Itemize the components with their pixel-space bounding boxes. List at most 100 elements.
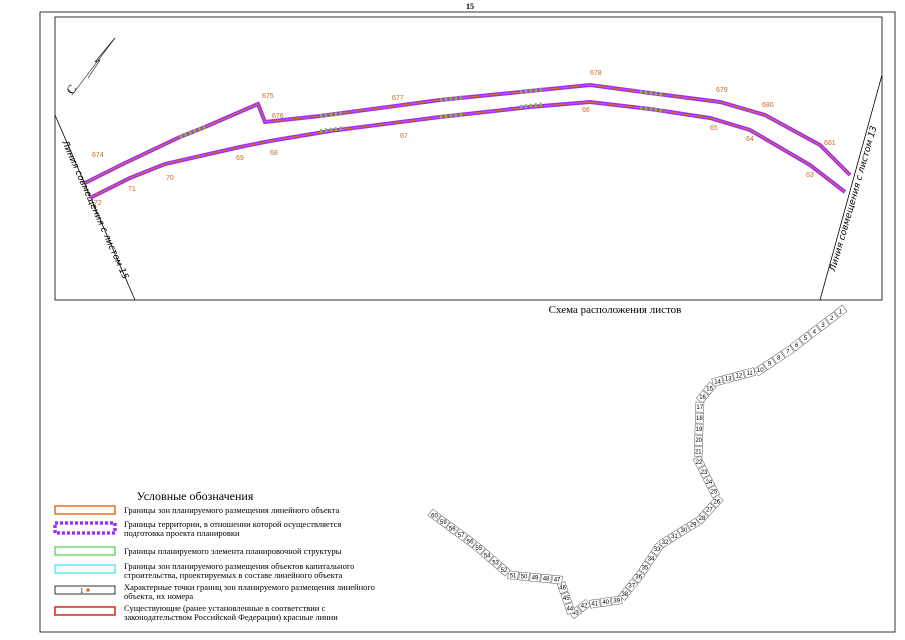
sheet-number: 15	[706, 386, 713, 392]
point-label: 72	[94, 200, 102, 207]
sheet-number: 13	[725, 376, 732, 382]
sheet-number: 9	[768, 362, 772, 368]
sheet-number: 42	[581, 604, 588, 610]
sheet	[454, 528, 468, 542]
sheet-number: 56	[467, 539, 474, 545]
sheet	[610, 595, 623, 606]
sheet-number: 40	[602, 600, 609, 606]
sheet	[702, 475, 716, 489]
sheet	[650, 542, 664, 556]
sheet	[686, 517, 700, 531]
sheet	[711, 375, 724, 387]
legend: Границы зон планируемого размещения лине…	[53, 505, 375, 622]
sheet-number: 4	[813, 329, 817, 335]
sheet-number: 29	[690, 522, 697, 528]
sheet-number: 36	[635, 575, 642, 581]
sheet-number: 31	[671, 534, 678, 540]
sheet	[497, 563, 511, 577]
joint-line	[54, 114, 136, 301]
point-label: 67	[400, 133, 408, 140]
sheet-number: 34	[648, 556, 655, 562]
sheet-number: 16	[699, 395, 706, 401]
joint-label: Линия совмещения с листом 15	[59, 138, 130, 281]
sheet	[816, 318, 830, 332]
sheet-number: 39	[613, 598, 620, 604]
sheet-number: 26	[713, 499, 720, 505]
sheet-number: 45	[563, 596, 570, 602]
sheet-number: 8	[777, 356, 781, 362]
sheet	[427, 508, 442, 522]
point-label: 677	[392, 95, 404, 102]
sheet	[710, 494, 724, 509]
sheet	[697, 465, 711, 479]
sheet	[693, 445, 703, 457]
legend-swatch	[54, 505, 116, 515]
sheet-number: 37	[628, 583, 635, 589]
sheet-number: 33	[654, 547, 661, 553]
sheet	[551, 574, 563, 585]
sheet-number: 7	[786, 349, 790, 355]
page-number: 15	[466, 2, 474, 11]
zone-boundary	[89, 99, 847, 200]
sheet	[732, 370, 746, 382]
sheet	[695, 401, 705, 413]
sheet	[825, 311, 839, 325]
sheet-number: 59	[440, 520, 447, 526]
map-frame	[54, 16, 883, 301]
dotted-segment	[519, 87, 546, 94]
sheet	[540, 573, 552, 584]
sheet	[644, 551, 658, 566]
sheet	[436, 515, 451, 529]
dotted-segment	[319, 111, 346, 118]
legend-label: Границы территории, в отношении которой …	[124, 519, 341, 538]
sheet	[722, 373, 735, 384]
sheet-number: 3	[821, 323, 825, 329]
sheet-number: 55	[475, 546, 482, 552]
sheet	[743, 367, 756, 379]
joint-line	[819, 74, 883, 301]
sheet-number: 19	[696, 427, 703, 433]
sheet-number: 60	[431, 513, 438, 519]
point-label: 680	[762, 102, 774, 109]
point-label: 676	[272, 113, 284, 120]
sheet	[488, 555, 503, 570]
sheet-number: 6	[795, 343, 799, 349]
sheet-number: 14	[714, 379, 721, 385]
sheet	[518, 571, 530, 582]
sheet	[529, 572, 541, 583]
page-frame	[39, 11, 896, 633]
schema-title: Схема расположения листов	[549, 304, 682, 316]
sheet-number: 1	[839, 309, 843, 315]
sheet	[771, 351, 786, 365]
dotted-segment	[639, 106, 666, 113]
point-label: 681	[824, 140, 836, 147]
sheet	[599, 597, 612, 607]
legend-label: Границы планируемого элемента планировоч…	[124, 546, 342, 556]
legend-label: Границы зон планируемого размещения объе…	[124, 561, 354, 580]
sheet	[781, 345, 795, 358]
sheet	[702, 381, 717, 396]
sheet	[480, 548, 494, 563]
point-label: 66	[582, 107, 590, 114]
sheet-number: 20	[695, 438, 702, 444]
sheet	[702, 502, 717, 517]
sheet	[692, 455, 706, 469]
sheet-number: 25	[711, 490, 718, 496]
point-label: 675	[262, 93, 274, 100]
point-label: 68	[270, 150, 278, 157]
north-label: С	[63, 82, 79, 97]
sheet	[638, 560, 652, 575]
sheet-number: 5	[804, 336, 808, 342]
sheet-number: 27	[706, 508, 713, 514]
sheet-number: 57	[458, 533, 465, 539]
zone-boundary	[84, 84, 851, 184]
dotted-segment	[319, 126, 346, 133]
sheet-number: 22	[696, 460, 703, 466]
sheet-number: 43	[572, 610, 579, 616]
sheet-number: 58	[449, 526, 456, 532]
point-label: 678	[590, 70, 602, 77]
sheet-number: 11	[746, 371, 753, 377]
sheet-number: 2	[830, 316, 834, 322]
sheet-number: 53	[492, 561, 499, 567]
sheet	[564, 602, 576, 615]
